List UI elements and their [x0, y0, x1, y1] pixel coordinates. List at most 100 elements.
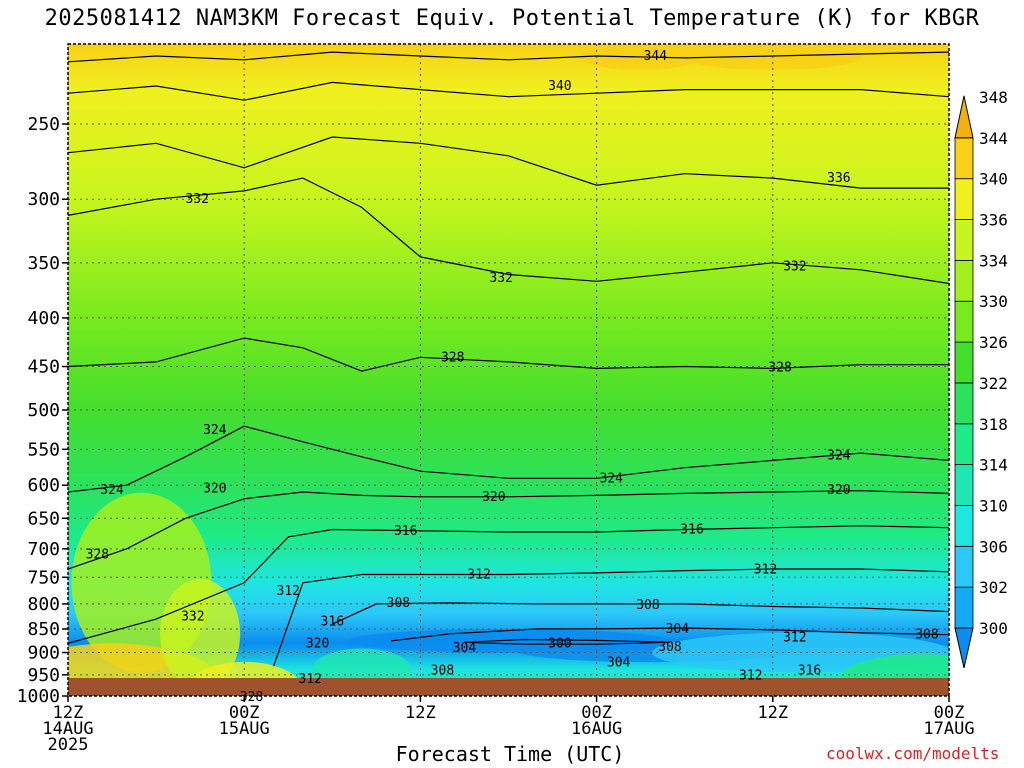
y-tick-label: 950: [27, 665, 60, 686]
colorbar-segment: [954, 300, 974, 343]
contour-label: 312: [277, 584, 300, 599]
contour-label: 328: [768, 360, 791, 375]
y-tick-label: 400: [27, 308, 60, 329]
x-tick-label: 00Z: [229, 703, 260, 723]
contour-label: 320: [827, 483, 850, 498]
contour-label: 308: [636, 598, 659, 613]
contour-label: 328: [240, 690, 263, 705]
y-tick-label: 600: [27, 475, 60, 496]
contour-336: [68, 136, 949, 189]
contour-label: 332: [783, 259, 806, 274]
contour-label: 344: [644, 49, 668, 64]
contour-label: 332: [185, 192, 208, 207]
y-axis-ticks: 250 300 350 400 450 500 550 600 650 700 750 800 850 9…: [17, 114, 68, 707]
y-tick-label: 1000: [17, 686, 60, 707]
contour-label: 332: [181, 610, 204, 625]
contour-label: 304: [607, 655, 631, 670]
x-tick-label: 14AUG: [42, 719, 93, 739]
colorbar-segment: [954, 341, 974, 384]
y-tick-label: 900: [27, 643, 60, 664]
x-tick-label: 16AUG: [571, 719, 622, 739]
x-tick-label: 12Z: [53, 703, 84, 723]
contour-label: 312: [299, 672, 322, 687]
y-tick-label: 550: [27, 439, 60, 460]
colorbar-segment: [954, 178, 974, 220]
x-tick-label: 15AUG: [219, 719, 270, 739]
contour-label: 328: [86, 548, 109, 563]
credit-text: coolwx.com/modelts: [826, 744, 1000, 763]
colorbar-label: 300: [979, 619, 1008, 638]
contour-label: 320: [306, 636, 329, 651]
contour-label: 308: [387, 596, 410, 611]
plot-area: [68, 44, 949, 696]
x-tick-label: 12Z: [757, 703, 788, 723]
contour-332: [68, 177, 949, 285]
colorbar-segment: [954, 137, 974, 180]
y-tick-label: 500: [27, 400, 60, 421]
contour-label: 312: [467, 568, 490, 583]
anomaly-blob: [160, 578, 241, 689]
colorbar-label: 348: [979, 88, 1008, 107]
contour-316: [68, 525, 949, 644]
ground-bar: [68, 678, 949, 696]
colorbar-label: 322: [979, 374, 1008, 393]
contour-300: [464, 638, 671, 645]
colorbar-segment: [954, 464, 974, 506]
colorbar-label: 302: [979, 578, 1008, 597]
colorbar-label: 318: [979, 415, 1008, 434]
grid-lines: [68, 44, 949, 696]
colorbar-segment: [954, 505, 974, 547]
y-tick-label: 350: [27, 253, 60, 274]
contour-label: 304: [666, 622, 690, 637]
contour-label: 300: [548, 636, 571, 651]
y-tick-label: 450: [27, 357, 60, 378]
colorbar-max-arrow: [954, 95, 974, 139]
contour-label: 316: [394, 524, 417, 539]
colorbar-label: 306: [979, 537, 1008, 556]
contour-label: 340: [548, 79, 571, 94]
colorbar-label: 314: [979, 456, 1008, 475]
contour-label: 332: [489, 271, 512, 286]
contour-label: 324: [100, 483, 124, 498]
x-tick-label: 00Z: [581, 703, 612, 723]
contour-label: 320: [203, 482, 226, 497]
contour-label: 312: [754, 563, 777, 578]
contour-label: 308: [431, 663, 454, 678]
colorbar-segment: [954, 423, 974, 466]
contour-label: 316: [321, 615, 344, 630]
x-axis-label: Forecast Time (UTC): [395, 742, 625, 766]
contour-label: 308: [658, 640, 681, 655]
colorbar-label: 334: [979, 251, 1008, 270]
y-tick-label: 250: [27, 114, 60, 135]
x-tick-label: 2025: [48, 735, 89, 755]
contour-label: 316: [680, 523, 703, 538]
colorbar-label: 330: [979, 292, 1008, 311]
contour-320: [68, 490, 949, 570]
contour-304: [390, 627, 949, 642]
colorbar: 300 302 306 310 314 318 322 326 330 334 336 340 344 3…: [954, 88, 1008, 669]
contour-label: 316: [798, 663, 821, 678]
chart-title: 2025081412 NAM3KM Forecast Equiv. Potent…: [44, 6, 980, 31]
contour-label: 312: [783, 631, 806, 646]
contour-324: [68, 425, 949, 493]
colorbar-segment: [954, 219, 974, 261]
x-tick-label: 00Z: [934, 703, 965, 723]
colorbar-segment: [954, 545, 974, 588]
x-tick-label: 17AUG: [923, 719, 974, 739]
contour-label: 304: [453, 641, 477, 656]
colorbar-segment: [954, 382, 974, 425]
colorbar-segment: [954, 586, 974, 629]
contour-label: 324: [203, 423, 227, 438]
contour-label: 324: [827, 448, 851, 463]
y-tick-label: 300: [27, 189, 60, 210]
contour-label: 320: [482, 490, 505, 505]
colorbar-label: 310: [979, 496, 1008, 515]
colorbar-label: 340: [979, 170, 1008, 189]
x-tick-label: 12Z: [405, 703, 436, 723]
contour-label: 328: [441, 350, 464, 365]
y-tick-label: 650: [27, 508, 60, 529]
colorbar-label: 336: [979, 211, 1008, 230]
contour-label: 336: [827, 171, 850, 186]
